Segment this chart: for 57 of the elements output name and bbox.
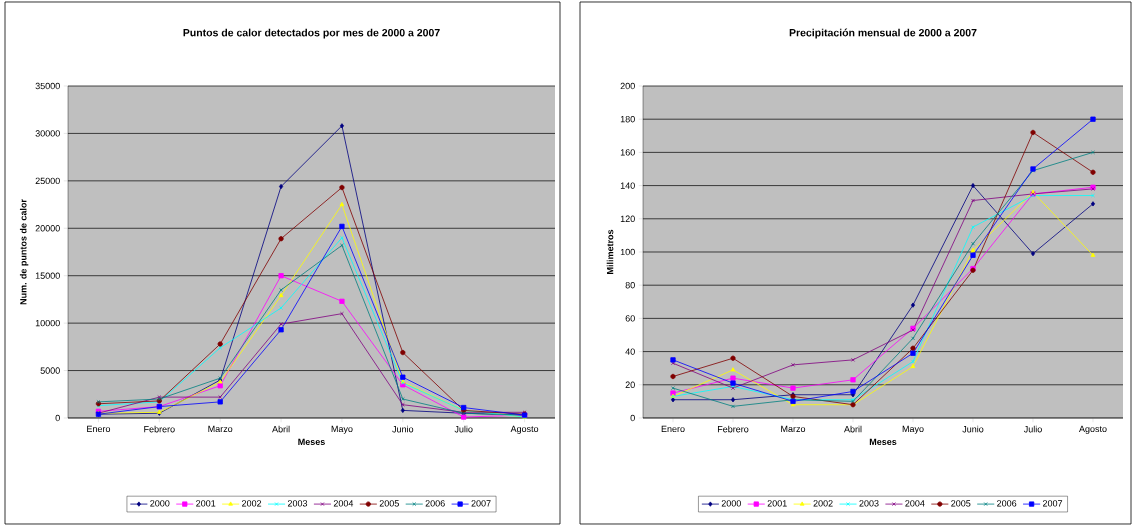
x-tick-label: Enero bbox=[661, 425, 685, 433]
y-tick-label: 180 bbox=[620, 116, 635, 123]
y-tick-label: 30000 bbox=[35, 130, 60, 137]
y-tick-label: 80 bbox=[625, 282, 635, 289]
y-tick-label: 0 bbox=[55, 414, 60, 422]
legend-label: 2000 bbox=[150, 500, 170, 507]
y-tick-label: 120 bbox=[620, 215, 635, 222]
legend-label: 2001 bbox=[767, 500, 787, 507]
x-tick-label: Abril bbox=[844, 425, 862, 433]
legend-label: 2005 bbox=[379, 500, 399, 507]
x-tick-label: Mayo bbox=[902, 425, 924, 434]
legend-label: 2003 bbox=[287, 500, 308, 507]
chart-title: Precipitación mensual de 2000 a 2007 bbox=[789, 28, 977, 39]
legend-label: 2006 bbox=[425, 500, 445, 507]
y-tick-label: 60 bbox=[625, 315, 635, 322]
legend-label: 2000 bbox=[721, 500, 741, 507]
x-axis-title: Meses bbox=[298, 438, 325, 445]
legend-label: 2001 bbox=[196, 500, 216, 507]
y-tick-label: 40 bbox=[625, 348, 635, 355]
x-tick-label: Enero bbox=[87, 425, 111, 433]
y-tick-label: 25000 bbox=[35, 177, 60, 185]
x-tick-label: Julio bbox=[1023, 425, 1042, 433]
legend-label: 2002 bbox=[242, 500, 262, 507]
legend-label: 2007 bbox=[1043, 500, 1063, 507]
chart-title: Puntos de calor detectados por mes de 2000 a 2007 bbox=[183, 28, 440, 39]
y-tick-label: 35000 bbox=[35, 82, 60, 90]
y-tick-label: 20000 bbox=[35, 225, 60, 232]
y-axis-title: Num. de puntos de calor bbox=[19, 199, 29, 305]
x-tick-label: Marzo bbox=[781, 425, 806, 433]
legend-label: 2003 bbox=[859, 500, 879, 507]
legend-label: 2005 bbox=[951, 500, 971, 507]
x-tick-label: Febrero bbox=[144, 425, 175, 433]
y-tick-label: 100 bbox=[620, 248, 635, 256]
x-tick-label: Junio bbox=[392, 425, 414, 433]
y-axis-title: Milimetros bbox=[606, 229, 614, 274]
x-tick-label: Junio bbox=[962, 425, 984, 433]
legend-label: 2002 bbox=[813, 500, 833, 507]
x-tick-label: Abril bbox=[272, 425, 290, 433]
legend-label: 2007 bbox=[471, 500, 491, 507]
x-tick-label: Febrero bbox=[717, 425, 749, 433]
x-tick-label: Mayo bbox=[331, 425, 353, 434]
y-tick-label: 10000 bbox=[35, 319, 60, 327]
y-tick-label: 0 bbox=[630, 414, 635, 422]
y-tick-label: 20 bbox=[625, 381, 635, 388]
y-tick-label: 140 bbox=[620, 182, 635, 189]
y-tick-label: 160 bbox=[620, 149, 635, 156]
x-axis-title: Meses bbox=[869, 438, 897, 445]
x-tick-label: Agosto bbox=[1079, 425, 1107, 434]
y-tick-label: 5000 bbox=[40, 367, 60, 374]
x-tick-label: Julio bbox=[454, 425, 473, 433]
y-tick-label: 15000 bbox=[35, 272, 60, 279]
legend-label: 2006 bbox=[997, 500, 1017, 507]
x-tick-label: Marzo bbox=[208, 425, 233, 433]
legend-label: 2004 bbox=[333, 500, 354, 507]
x-tick-label: Agosto bbox=[510, 425, 539, 434]
legend-label: 2004 bbox=[905, 500, 925, 507]
y-tick-label: 200 bbox=[620, 82, 635, 90]
